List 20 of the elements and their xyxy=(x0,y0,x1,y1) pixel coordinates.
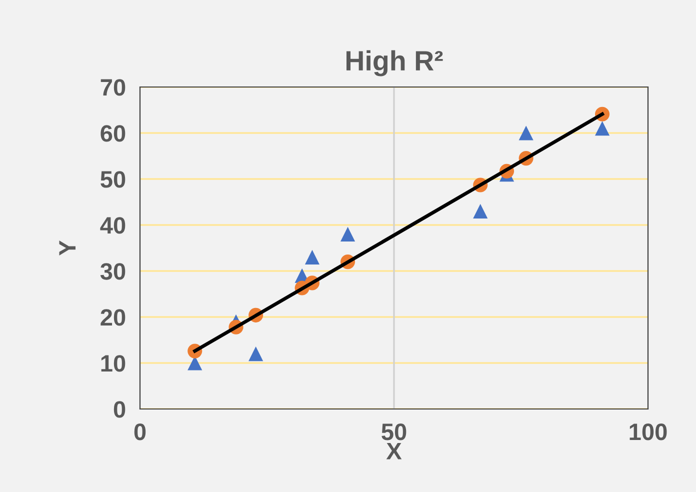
chart-title: High R² xyxy=(346,50,443,76)
point xyxy=(518,126,534,140)
y-tick-label: 30 xyxy=(100,263,126,280)
point xyxy=(594,121,610,136)
point xyxy=(304,250,320,264)
y-tick-label: 70 xyxy=(100,79,126,96)
x-tick-label: 50 xyxy=(382,424,406,440)
y-axis-title: Y xyxy=(59,240,76,256)
point xyxy=(473,204,488,218)
y-tick-label: 60 xyxy=(100,125,126,142)
point xyxy=(248,346,264,362)
y-tick-label: 0 xyxy=(114,401,126,418)
point xyxy=(340,226,356,242)
y-tick-label: 20 xyxy=(100,309,126,326)
x-axis-title: X xyxy=(386,442,402,460)
y-tick-label: 50 xyxy=(100,171,126,188)
y-tick-label: 40 xyxy=(100,217,126,234)
y-tick-label: 10 xyxy=(101,355,126,372)
x-tick-label: 0 xyxy=(134,424,146,440)
x-tick-label: 100 xyxy=(630,424,667,440)
